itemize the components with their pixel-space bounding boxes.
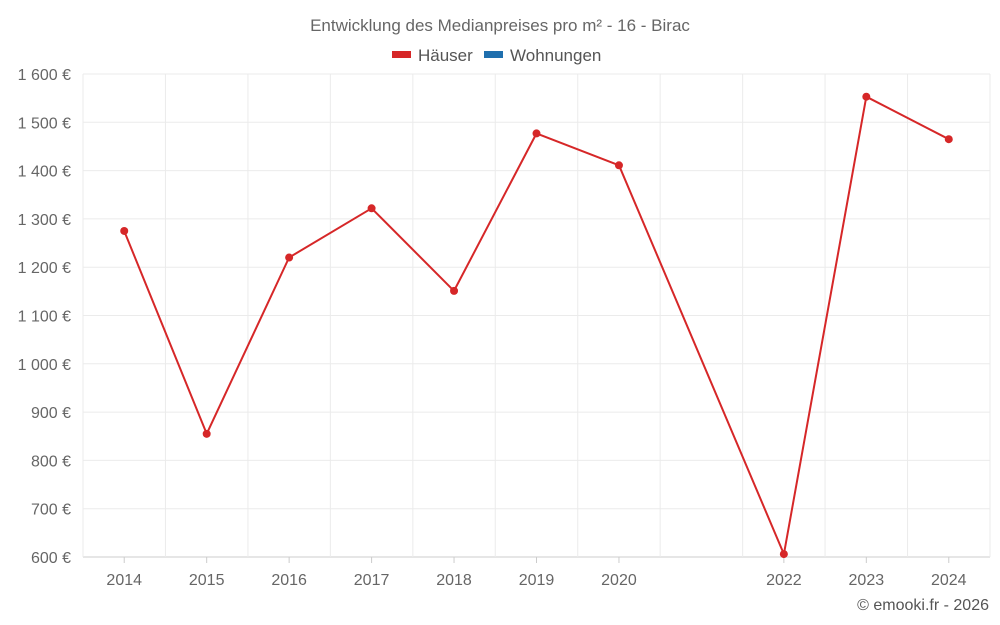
x-tick-label: 2014 (106, 572, 142, 589)
x-tick-label: 2024 (931, 572, 967, 589)
y-tick-label: 700 € (31, 502, 71, 519)
y-tick-label: 900 € (31, 405, 71, 422)
x-tick-label: 2016 (271, 572, 307, 589)
data-point-haeuser[interactable] (450, 286, 459, 295)
x-tick-label: 2018 (436, 572, 472, 589)
data-point-haeuser[interactable] (614, 161, 623, 170)
chart-title: Entwicklung des Medianpreises pro m² - 1… (310, 16, 690, 35)
y-tick-label: 1 300 € (18, 212, 71, 229)
legend-label-wohnungen: Wohnungen (510, 46, 601, 65)
y-tick-label: 600 € (31, 550, 71, 567)
y-tick-label: 1 200 € (18, 260, 71, 277)
legend-swatch-haeuser (392, 51, 411, 58)
y-tick-label: 1 100 € (18, 309, 71, 326)
data-point-haeuser[interactable] (367, 204, 376, 213)
credit-text: © emooki.fr - 2026 (857, 597, 989, 614)
data-point-haeuser[interactable] (944, 135, 953, 144)
legend-label-haeuser: Häuser (418, 46, 473, 65)
series-haeuser (120, 92, 953, 559)
y-tick-label: 1 000 € (18, 357, 71, 374)
series-line-haeuser (123, 95, 950, 556)
x-tick-label: 2022 (766, 572, 802, 589)
x-tick-label: 2019 (519, 572, 555, 589)
x-tick-label: 2015 (189, 572, 225, 589)
x-tick-label: 2023 (849, 572, 885, 589)
data-point-haeuser[interactable] (285, 253, 294, 262)
y-axis-ticks: 600 € 700 € 800 € 900 € 1 000 € 1 100 € 1 200 … (18, 67, 71, 567)
legend: Häuser Wohnungen (392, 46, 601, 65)
y-tick-label: 800 € (31, 453, 71, 470)
x-tick-label: 2020 (601, 572, 637, 589)
x-tick-label: 2017 (354, 572, 390, 589)
grid (82, 73, 991, 558)
legend-swatch-wohnungen (484, 51, 503, 58)
y-tick-label: 1 600 € (18, 67, 71, 84)
y-tick-label: 1 500 € (18, 115, 71, 132)
legend-item-haeuser[interactable]: Häuser (392, 46, 473, 65)
y-tick-label: 1 400 € (18, 164, 71, 181)
data-point-haeuser[interactable] (779, 550, 788, 559)
data-point-haeuser[interactable] (862, 92, 871, 101)
data-point-haeuser[interactable] (202, 429, 211, 438)
legend-item-wohnungen[interactable]: Wohnungen (484, 46, 601, 65)
data-point-haeuser[interactable] (532, 129, 541, 138)
data-point-haeuser[interactable] (120, 226, 129, 235)
x-axis-ticks: 2014 2015 2016 2017 2018 2019 2020 2022 2023 2024 (106, 557, 967, 589)
